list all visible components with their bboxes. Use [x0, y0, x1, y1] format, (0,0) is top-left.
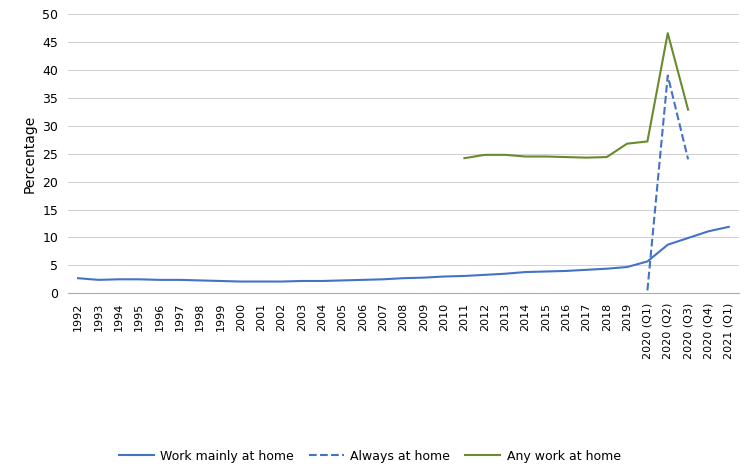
Work mainly at home: [440, 274, 449, 280]
Any work at home: [521, 154, 530, 159]
Work mainly at home: [582, 267, 591, 272]
Work mainly at home: [114, 276, 123, 282]
Any work at home: [460, 155, 469, 161]
Work mainly at home: [541, 269, 550, 274]
Any work at home: [480, 152, 489, 158]
Work mainly at home: [460, 273, 469, 279]
Line: Always at home: Always at home: [648, 76, 729, 290]
Work mainly at home: [602, 266, 611, 272]
Work mainly at home: [236, 279, 245, 284]
Work mainly at home: [664, 242, 673, 247]
Work mainly at home: [338, 278, 347, 283]
Any work at home: [684, 107, 693, 113]
Y-axis label: Percentage: Percentage: [23, 114, 37, 193]
Work mainly at home: [521, 269, 530, 275]
Any work at home: [664, 30, 673, 36]
Work mainly at home: [562, 268, 571, 274]
Work mainly at home: [256, 279, 265, 284]
Any work at home: [541, 154, 550, 159]
Work mainly at home: [704, 228, 713, 234]
Work mainly at home: [175, 277, 184, 283]
Work mainly at home: [684, 235, 693, 241]
Legend: Work mainly at home, Always at home, Any work at home: Work mainly at home, Always at home, Any…: [114, 445, 626, 468]
Always at home: [664, 73, 673, 79]
Work mainly at home: [379, 276, 388, 282]
Work mainly at home: [480, 272, 489, 278]
Work mainly at home: [501, 271, 510, 277]
Any work at home: [501, 152, 510, 158]
Work mainly at home: [297, 278, 306, 284]
Work mainly at home: [277, 279, 286, 284]
Work mainly at home: [643, 259, 652, 264]
Work mainly at home: [216, 278, 225, 284]
Any work at home: [643, 139, 652, 144]
Work mainly at home: [358, 277, 367, 283]
Always at home: [684, 157, 693, 162]
Work mainly at home: [623, 264, 632, 270]
Work mainly at home: [419, 275, 428, 280]
Line: Work mainly at home: Work mainly at home: [78, 227, 729, 281]
Work mainly at home: [399, 275, 408, 281]
Any work at home: [602, 154, 611, 160]
Always at home: [725, 101, 734, 106]
Any work at home: [725, 45, 734, 51]
Any work at home: [582, 155, 591, 160]
Line: Any work at home: Any work at home: [464, 33, 729, 158]
Work mainly at home: [155, 277, 164, 283]
Work mainly at home: [93, 277, 103, 283]
Work mainly at home: [195, 278, 204, 283]
Any work at home: [623, 141, 632, 147]
Any work at home: [562, 154, 571, 160]
Work mainly at home: [725, 224, 734, 230]
Work mainly at home: [317, 278, 326, 284]
Work mainly at home: [134, 276, 143, 282]
Always at home: [643, 288, 652, 293]
Work mainly at home: [73, 275, 82, 281]
